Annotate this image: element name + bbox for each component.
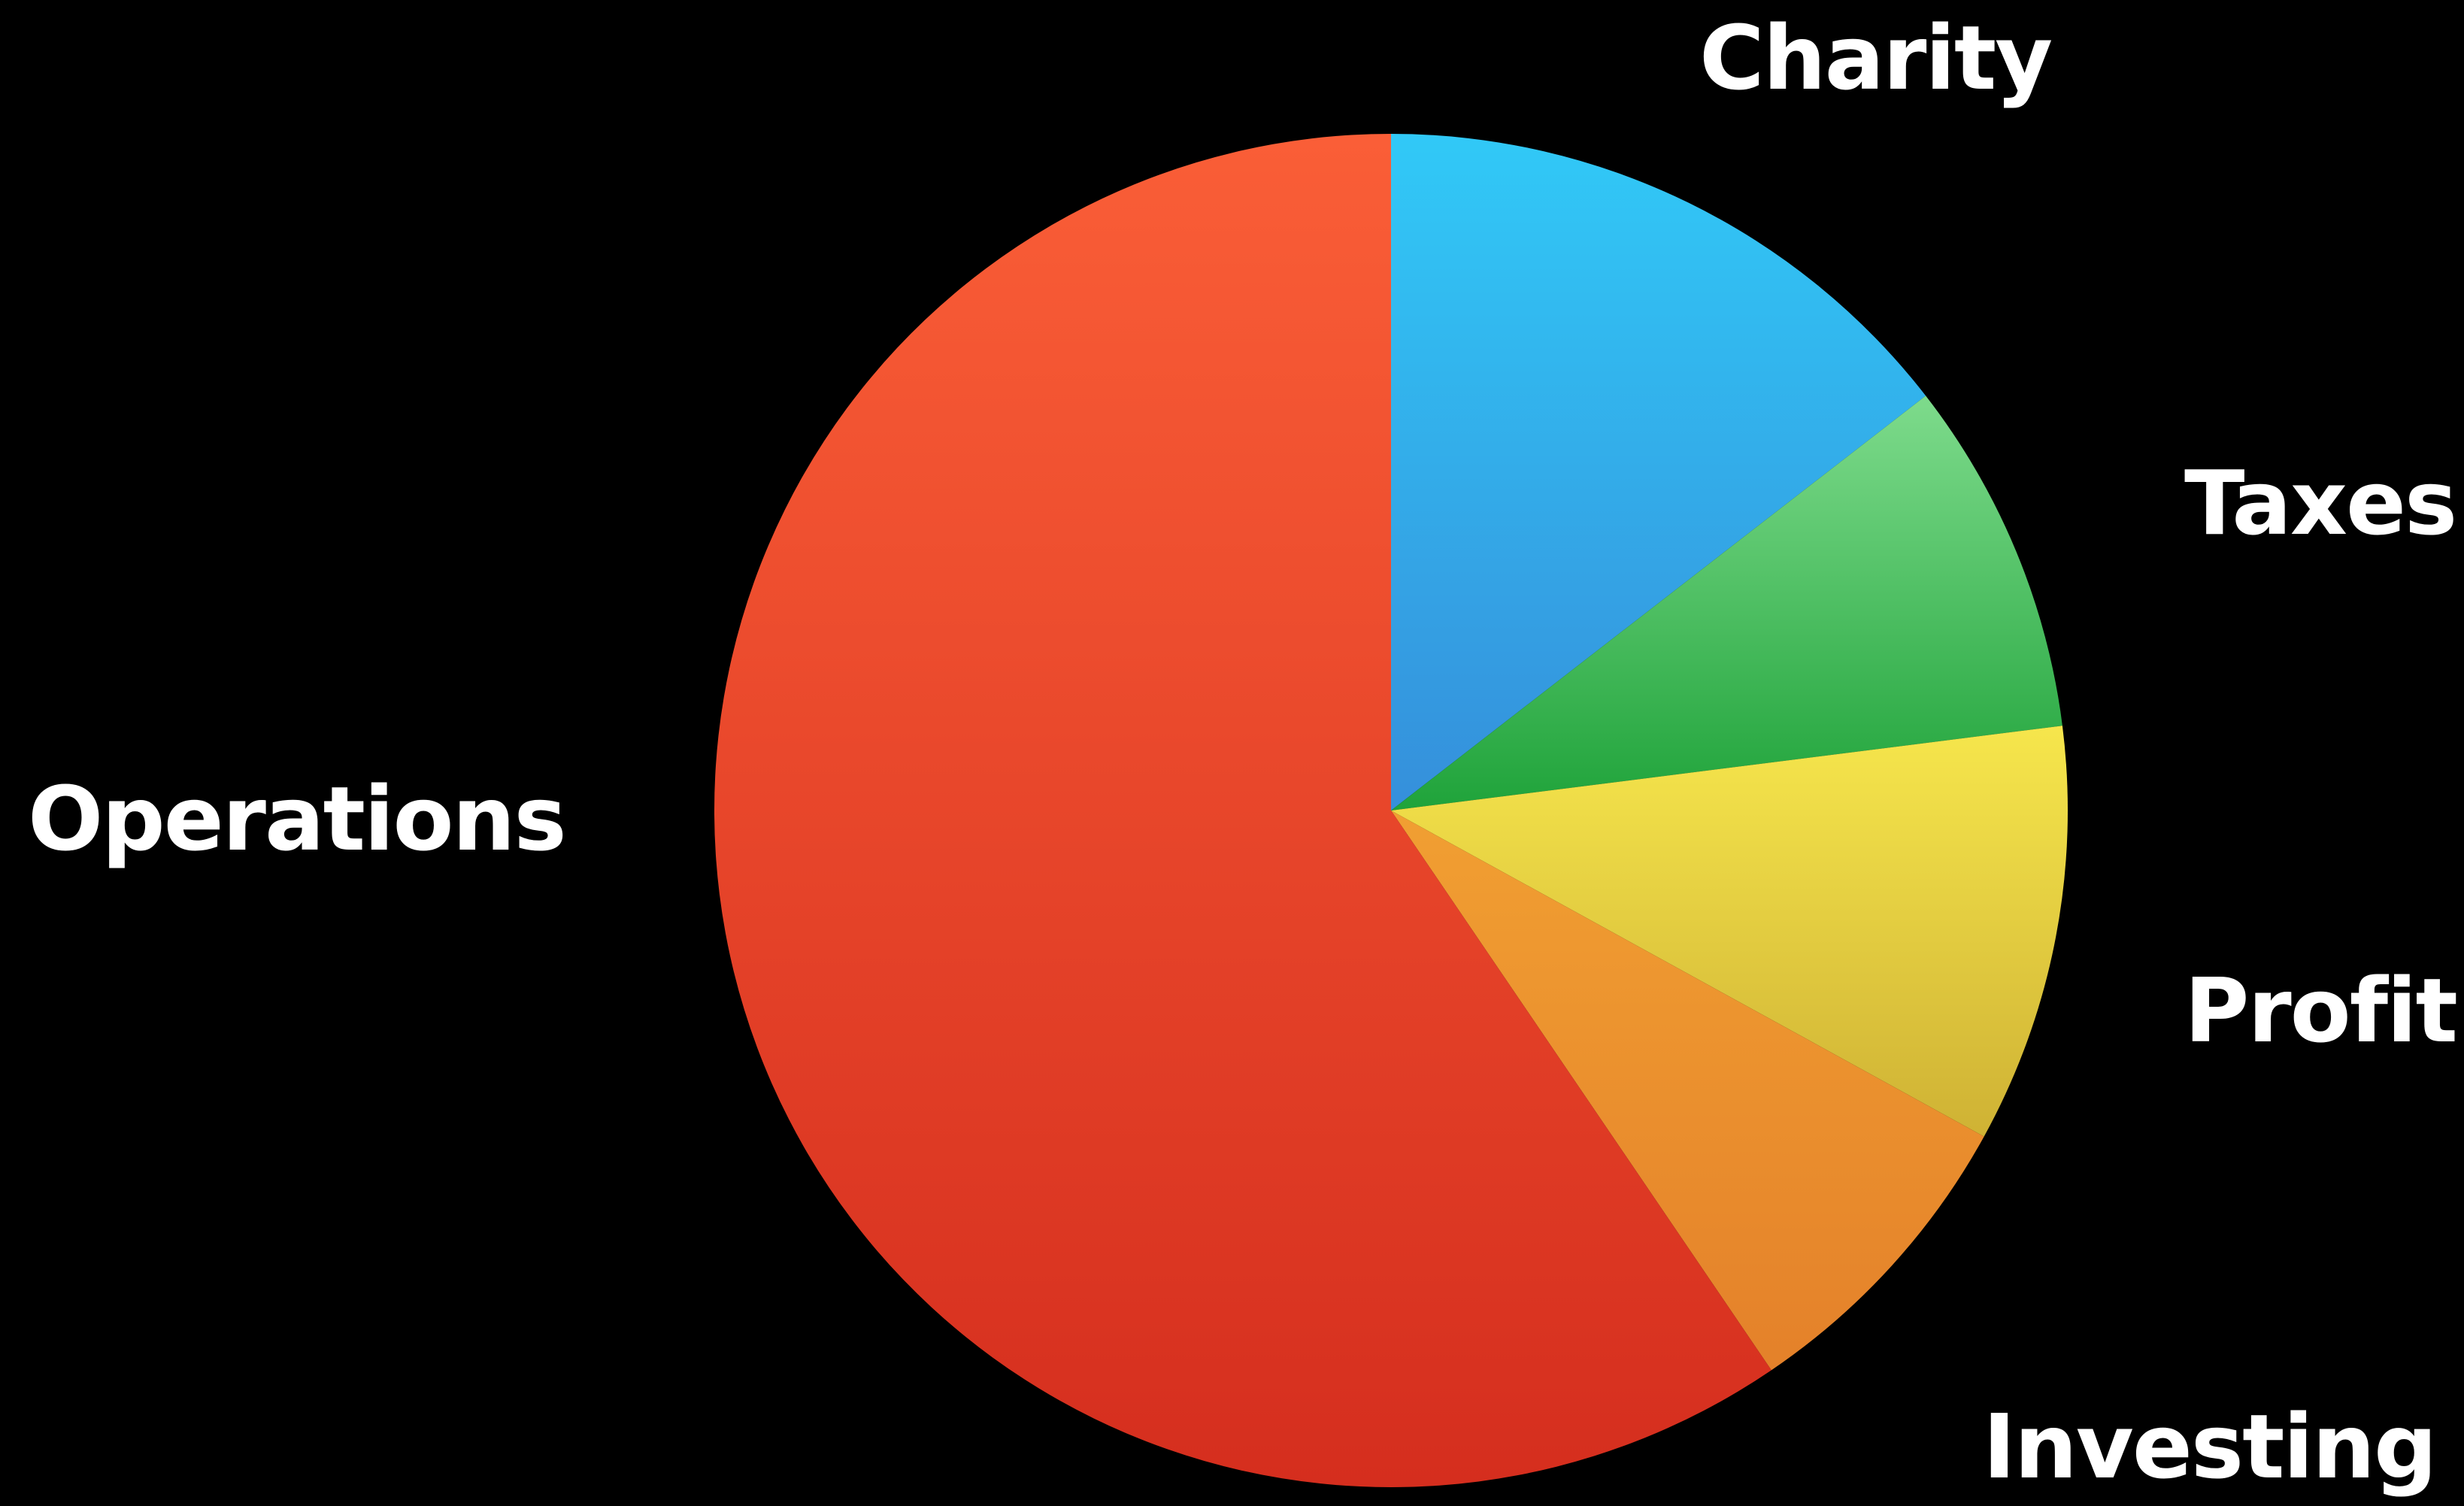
pie-labels: Charity Taxes Profit Investing Operation… <box>28 6 2458 1498</box>
pie-slices <box>714 134 2068 1487</box>
slice-label-charity: Charity <box>1699 6 2051 110</box>
slice-label-profit: Profit <box>2184 959 2456 1062</box>
pie-slice-profit <box>1391 726 2068 1137</box>
pie-slice-charity <box>1391 134 1926 811</box>
pie-slice-investing <box>1391 811 1984 1371</box>
slice-label-operations: Operations <box>28 767 565 871</box>
slice-label-taxes: Taxes <box>2184 451 2456 555</box>
pie-slice-taxes <box>1391 395 2062 811</box>
pie-slice-operations <box>714 134 1771 1487</box>
slice-label-investing: Investing <box>1983 1395 2435 1498</box>
